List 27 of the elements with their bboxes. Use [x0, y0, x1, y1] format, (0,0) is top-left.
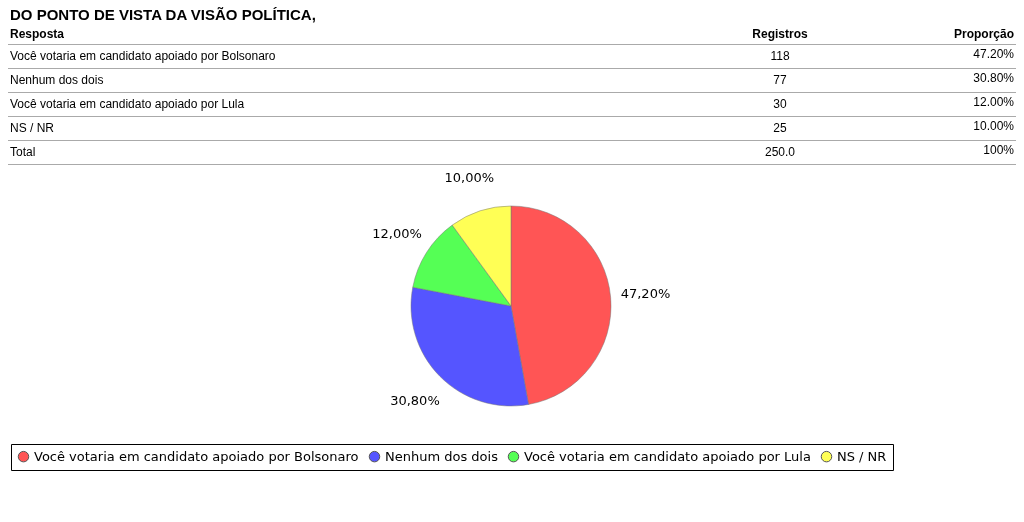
text: Você votaria em candidato apoiado por Lula — [8, 92, 718, 117]
text: 10.00% — [842, 116, 1016, 141]
chart-title: DO PONTO DE VISTA DA VISÃO POLÍTICA, — [10, 6, 317, 23]
text: Nenhum dos dois — [8, 68, 718, 93]
text: 100% — [842, 140, 1016, 165]
text: NS / NR — [8, 116, 718, 141]
data-label: 47,20% — [620, 286, 671, 302]
legend-label: Você votaria em candidato apoiado por Lula — [524, 448, 811, 464]
text: 30 — [718, 92, 842, 117]
text: Você votaria em candidato apoiado por Bolsonaro — [8, 44, 718, 69]
text: Registros — [718, 25, 842, 45]
text: 12.00% — [842, 92, 1016, 117]
legend-label: Você votaria em candidato apoiado por Bolsonaro — [34, 448, 359, 464]
legend-label: NS / NR — [837, 448, 887, 464]
legend-label: Nenhum dos dois — [385, 448, 499, 464]
text: 25 — [718, 116, 842, 141]
text: Total — [8, 140, 718, 165]
text: 30.80% — [842, 68, 1016, 93]
text: 47.20% — [842, 44, 1016, 69]
text: Resposta — [8, 25, 718, 45]
data-label: 10,00% — [444, 169, 495, 185]
text: 77 — [718, 68, 842, 93]
text: 118 — [718, 44, 842, 69]
text: Proporção — [842, 25, 1016, 45]
data-label: 12,00% — [372, 225, 422, 241]
text: 250.0 — [718, 140, 842, 165]
data-label: 30,80% — [390, 392, 440, 408]
